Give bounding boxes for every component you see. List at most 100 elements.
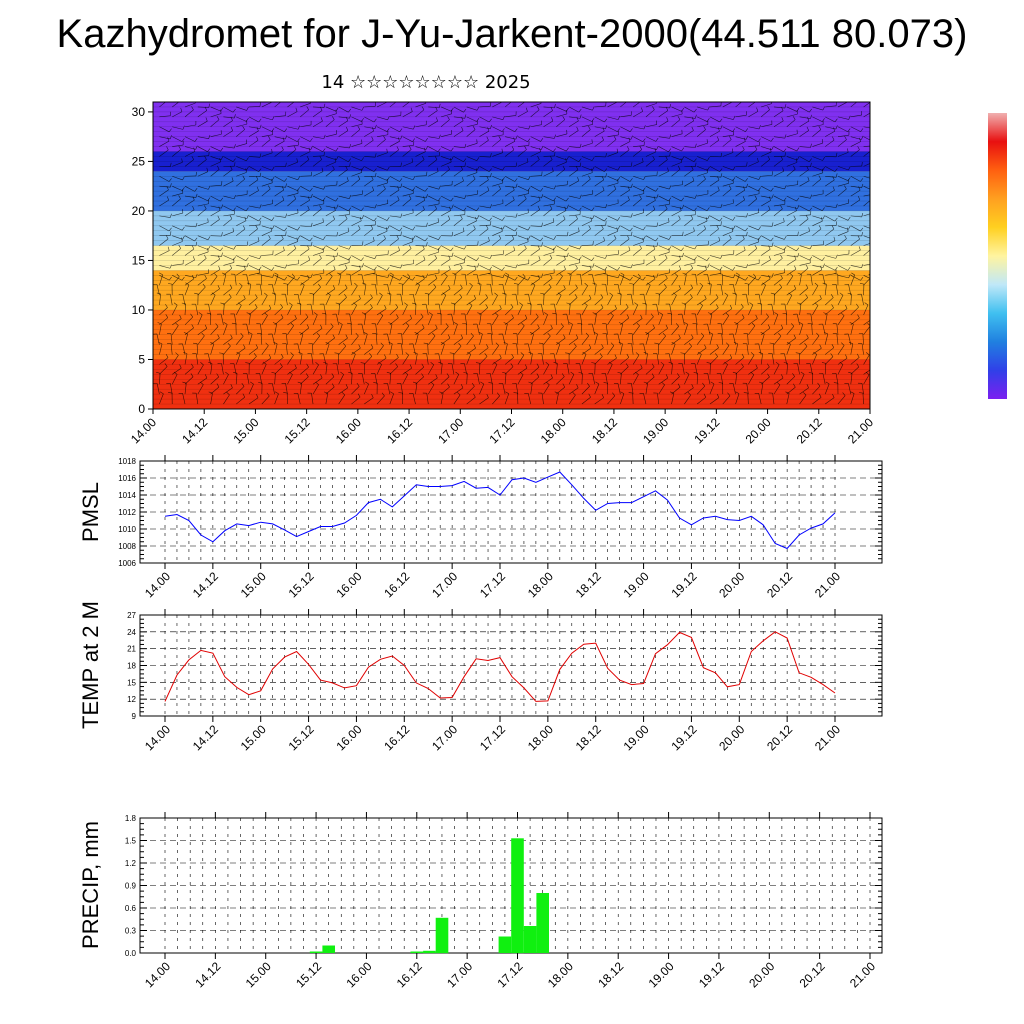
wind-barb <box>453 274 457 286</box>
wind-barb-flag <box>285 183 287 188</box>
wind-barb-flag <box>195 171 197 176</box>
wind-barb <box>223 120 233 128</box>
wind-barb <box>349 313 352 325</box>
wind-barb <box>312 146 323 152</box>
wind-barb-flag <box>844 185 847 190</box>
wind-barb <box>722 275 734 279</box>
wind-barb <box>412 343 416 355</box>
wind-barb-flag <box>423 196 426 201</box>
wind-barb-flag <box>758 236 761 240</box>
wind-barb-flag <box>550 155 553 160</box>
wind-barb <box>645 136 657 142</box>
wind-barb-flag <box>872 108 873 112</box>
wind-barb <box>210 376 219 385</box>
wind-barb <box>863 369 870 375</box>
wind-barb <box>338 303 340 315</box>
wind-barb <box>748 235 759 240</box>
wind-barb <box>466 220 477 227</box>
wind-barb <box>504 141 515 147</box>
wind-barb <box>684 394 691 405</box>
wind-barb-flag <box>501 102 503 103</box>
wind-barb-flag <box>262 361 267 365</box>
wind-barb-flag <box>169 264 172 269</box>
wind-barb <box>684 346 692 355</box>
wind-barb <box>543 195 554 202</box>
wind-barb <box>364 297 373 306</box>
wind-barb <box>300 102 311 108</box>
wind-barb-flag <box>342 342 347 347</box>
wind-barb <box>799 346 808 355</box>
wind-barb-flag <box>592 263 595 268</box>
wind-barb <box>364 224 376 227</box>
wind-barb <box>696 347 707 355</box>
wind-barb-flag <box>757 302 762 305</box>
wind-barb-flag <box>765 313 769 317</box>
wind-barb <box>850 225 861 232</box>
wind-barb-flag <box>451 252 454 257</box>
wind-barb <box>248 383 254 395</box>
wind-barb-flag <box>618 342 623 345</box>
wind-barb-flag <box>718 236 721 241</box>
wind-barb <box>581 193 593 197</box>
wind-barb <box>223 156 234 162</box>
wind-barb <box>684 214 696 217</box>
wind-barb-flag <box>568 322 573 325</box>
wind-barb <box>658 208 668 217</box>
wind-barb <box>684 324 688 335</box>
y-tick-label: 12 <box>127 695 136 704</box>
wind-barb <box>274 317 284 326</box>
wind-barb-flag <box>374 254 377 259</box>
wind-barb-flag <box>681 107 685 112</box>
wind-barb <box>300 146 311 150</box>
wind-barb-flag <box>579 114 582 119</box>
wind-barb <box>594 297 604 306</box>
wind-barb <box>402 263 414 266</box>
wind-barb <box>311 353 314 365</box>
wind-barb-flag <box>541 194 544 199</box>
wind-barb <box>400 383 403 395</box>
wind-barb <box>771 353 775 365</box>
wind-barb-flag <box>717 127 720 132</box>
wind-barb-flag <box>742 235 745 240</box>
wind-barb <box>825 265 836 271</box>
wind-barb <box>645 185 656 192</box>
wind-barb-flag <box>424 188 428 192</box>
wind-barb <box>528 294 531 306</box>
wind-barb-flag <box>767 106 770 110</box>
wind-barb-flag <box>190 313 194 318</box>
wind-barb-flag <box>256 393 259 398</box>
wind-barb-flag <box>639 195 642 200</box>
wind-barb-flag <box>308 147 311 152</box>
wind-barb-flag <box>435 374 438 379</box>
wind-barb-flag <box>665 324 668 329</box>
wind-barb <box>197 203 209 207</box>
wind-barb-flag <box>784 235 787 240</box>
wind-barb <box>543 221 554 227</box>
wind-barb <box>351 298 361 306</box>
wind-barb-flag <box>397 137 400 142</box>
wind-barb-flag <box>612 392 616 397</box>
wind-barb <box>313 106 325 108</box>
wind-barb <box>568 346 577 355</box>
wind-barb <box>260 274 263 286</box>
wind-barb <box>863 163 870 167</box>
wind-barb-flag <box>668 218 670 223</box>
wind-barb <box>236 228 246 236</box>
wind-barb <box>594 179 604 187</box>
wind-barb-flag <box>296 138 300 142</box>
wind-barb-flag <box>208 134 211 139</box>
wind-barb <box>492 188 501 197</box>
wind-barb-flag <box>780 274 783 279</box>
wind-barb <box>684 169 694 177</box>
wind-barb-flag <box>156 292 161 295</box>
wind-barb <box>440 169 450 177</box>
wind-barb-flag <box>442 292 446 296</box>
wind-barb <box>594 126 606 130</box>
wind-barb-flag <box>359 216 362 221</box>
wind-barb <box>645 200 656 207</box>
wind-barb <box>248 126 260 129</box>
x-tick-label: 16.00 <box>333 722 364 753</box>
wind-barb <box>287 325 294 335</box>
wind-barb <box>172 248 181 256</box>
wind-barb <box>466 305 473 316</box>
